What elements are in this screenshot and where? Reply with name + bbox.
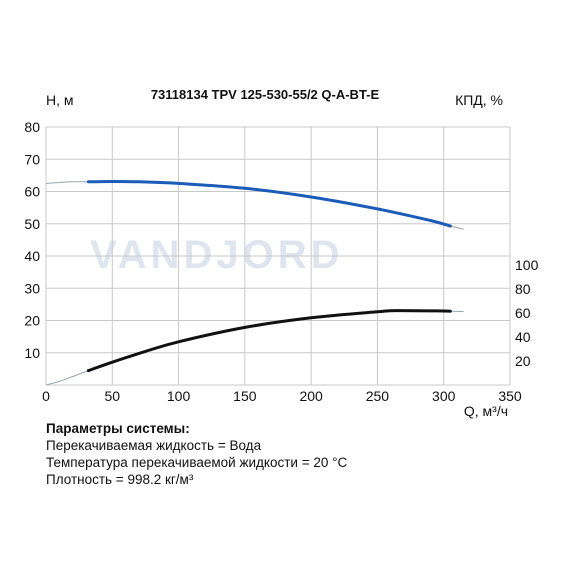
x-tick-label: 100 [167, 388, 191, 404]
x-tick-label: 150 [233, 388, 257, 404]
param-density: Плотность = 998.2 кг/м³ [46, 472, 194, 487]
y-right-tick-label: 100 [515, 257, 539, 273]
pump-performance-chart: VANDJORD 0 50 100 150 200 250 300 350 10 20 30 40 5… [24, 87, 539, 419]
system-parameters-header: Параметры системы: [46, 421, 190, 436]
y-left-tick-label: 70 [24, 151, 40, 167]
chart-title: 73118134 TPV 125-530-55/2 Q-A-BT-E [151, 87, 380, 102]
param-temperature: Температура перекачиваемой жидкости = 20… [46, 455, 348, 470]
param-liquid: Перекачиваемая жидкость = Вода [46, 438, 262, 453]
y-left-tick-label: 60 [24, 184, 40, 200]
x-axis-label: Q, м³/ч [464, 403, 508, 419]
x-tick-label: 0 [42, 388, 50, 404]
y-right-tick-label: 80 [515, 281, 531, 297]
y-left-tick-label: 20 [24, 313, 40, 329]
y-right-tick-label: 60 [515, 305, 531, 321]
x-tick-label: 350 [498, 388, 522, 404]
y-left-tick-label: 40 [24, 248, 40, 264]
x-tick-label: 50 [104, 388, 120, 404]
y-left-tick-label: 80 [24, 119, 40, 135]
curves [86, 179, 452, 373]
y-right-tick-label: 40 [515, 329, 531, 345]
y-right-tick-label: 20 [515, 353, 531, 369]
head-extension-end [450, 225, 464, 230]
vandjord-watermark: VANDJORD [90, 233, 344, 277]
y-left-tick-label: 30 [24, 280, 40, 296]
head-curve [86, 179, 452, 228]
y-left-axis-label: Н, м [46, 92, 74, 108]
y-right-axis-ticks: 20 40 60 80 100 [515, 257, 539, 369]
head-extension-start [45, 181, 89, 184]
x-tick-label: 250 [366, 388, 390, 404]
system-parameters: Параметры системы: Перекачиваемая жидкос… [46, 420, 347, 488]
x-tick-label: 300 [432, 388, 456, 404]
grid [45, 126, 511, 386]
y-left-tick-label: 10 [24, 345, 40, 361]
efficiency-extension-start [45, 370, 89, 386]
efficiency-curve [86, 309, 452, 373]
y-left-tick-label: 50 [24, 216, 40, 232]
x-tick-label: 200 [299, 388, 323, 404]
y-left-axis-ticks: 10 20 30 40 50 60 70 80 [24, 119, 40, 361]
y-right-axis-label: КПД, % [455, 92, 503, 108]
x-axis-ticks: 0 50 100 150 200 250 300 350 [42, 388, 522, 404]
curve-extensions [45, 181, 464, 386]
